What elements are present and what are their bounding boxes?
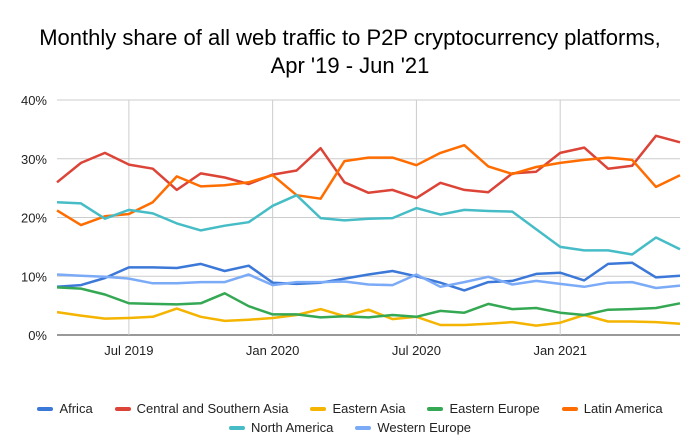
x-tick-label: Jul 2020: [392, 343, 441, 358]
legend-label: Africa: [59, 401, 93, 416]
series-line-north-america: [56, 193, 681, 256]
legend-item: Latin America: [561, 401, 663, 416]
legend-item: Eastern Asia: [310, 401, 405, 416]
legend-swatch: [561, 406, 578, 411]
x-tick-label: Jul 2019: [104, 343, 153, 358]
series-line-africa: [56, 261, 681, 292]
legend-item: Eastern Europe: [427, 401, 540, 416]
x-tick-label: Jan 2020: [246, 343, 300, 358]
legend-item: Africa: [37, 401, 93, 416]
legend-swatch: [355, 425, 372, 430]
y-tick-label: 30%: [21, 152, 47, 167]
legend-swatch: [310, 406, 327, 411]
legend-label: Central and Southern Asia: [136, 401, 289, 416]
x-tick-label: Jan 2021: [533, 343, 587, 358]
legend-row-1: Africa Central and Southern Asia Eastern A…: [0, 401, 700, 416]
series-line-eastern-europe: [56, 286, 681, 319]
chart-title-line-2: Apr '19 - Jun '21: [270, 53, 430, 78]
legend-label: Latin America: [583, 401, 663, 416]
y-tick-label: 20%: [21, 211, 47, 226]
chart-title-line-1: Monthly share of all web traffic to P2P …: [39, 25, 661, 50]
legend-swatch: [114, 406, 131, 411]
chart-title: Monthly share of all web traffic to P2P …: [0, 24, 700, 80]
legend-item: Western Europe: [355, 420, 471, 435]
series-line-western-europe: [56, 273, 681, 290]
legend-row-2: North America Western Europe: [0, 420, 700, 435]
legend-item: North America: [228, 420, 334, 435]
legend-label: Western Europe: [377, 420, 472, 435]
y-tick-label: 0%: [28, 328, 47, 343]
y-tick-label: 40%: [21, 93, 47, 108]
legend-swatch: [228, 425, 245, 430]
legend-label: North America: [250, 420, 334, 435]
legend-swatch: [427, 406, 444, 411]
series-line-latin-america: [56, 143, 681, 227]
y-tick-label: 10%: [21, 269, 47, 284]
series-line-eastern-asia: [56, 307, 681, 327]
legend-swatch: [37, 406, 54, 411]
legend-label: Eastern Asia: [332, 401, 406, 416]
legend-label: Eastern Europe: [449, 401, 540, 416]
series-line-central-and-southern-asia: [56, 134, 681, 200]
legend-item: Central and Southern Asia: [114, 401, 289, 416]
